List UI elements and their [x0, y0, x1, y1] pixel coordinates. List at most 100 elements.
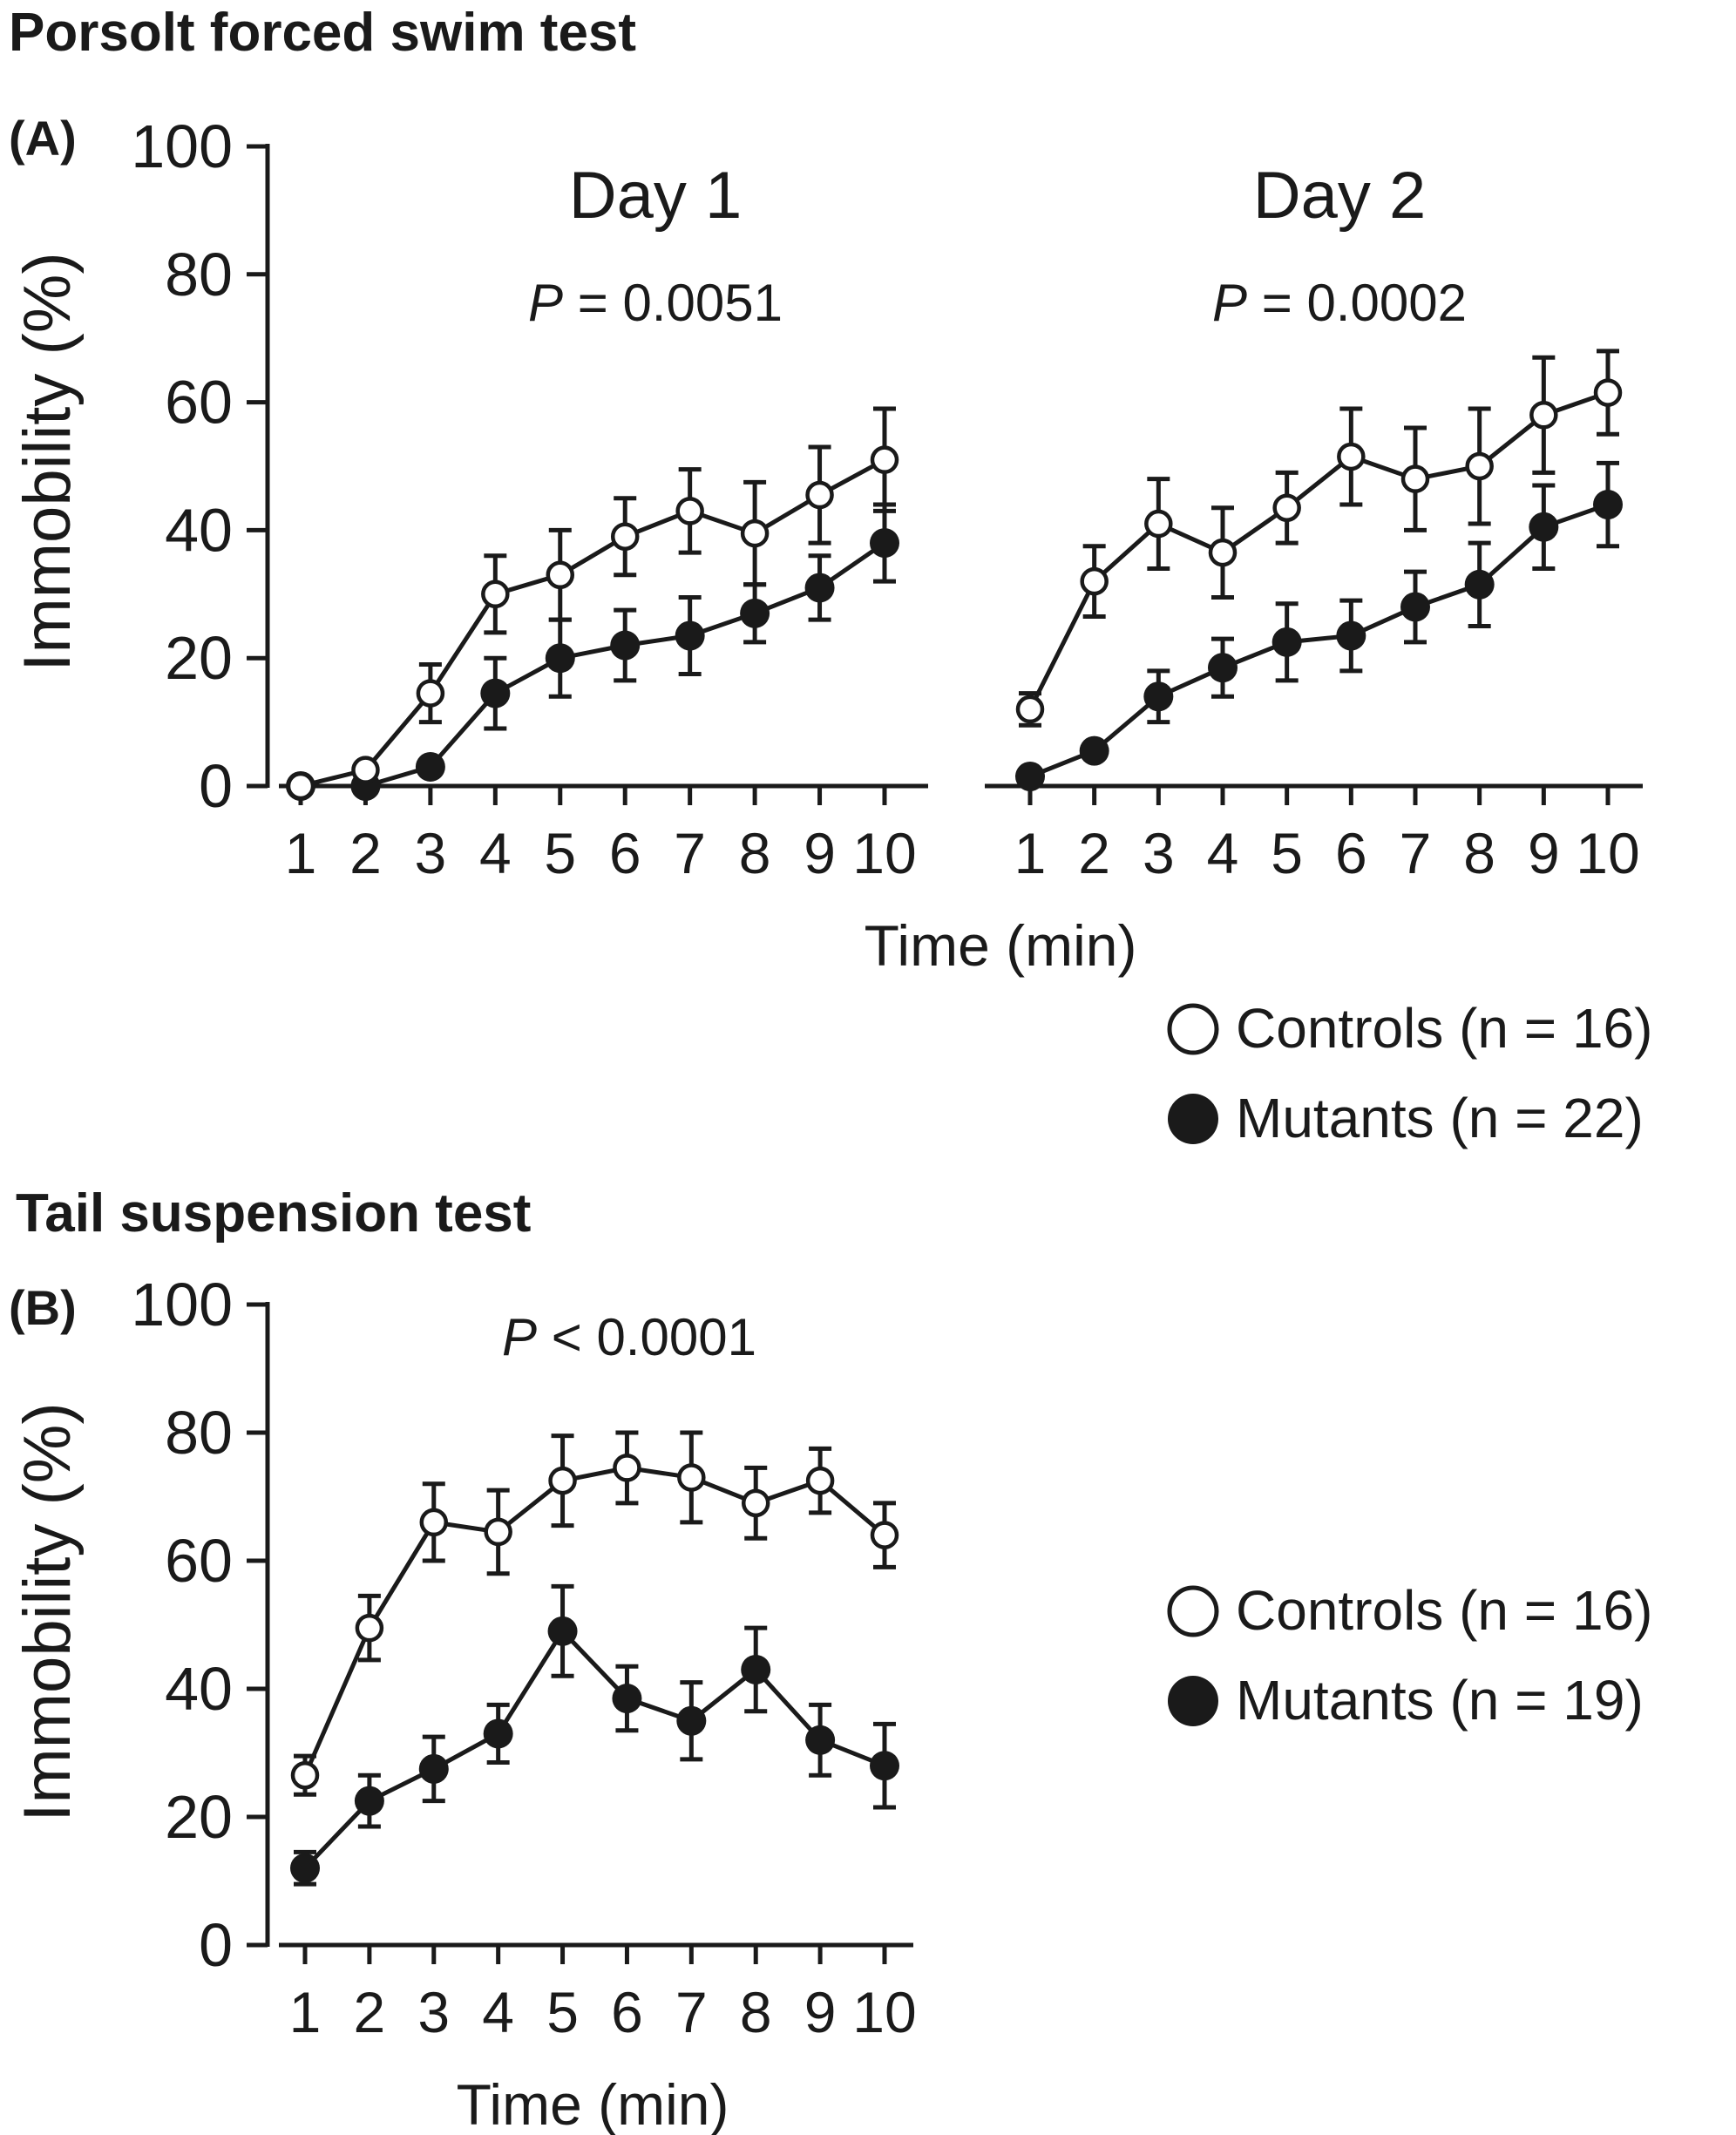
day1-controls-point	[610, 522, 640, 551]
tst-x-tick-label: 8	[740, 1980, 772, 2044]
tst-mutants-point	[741, 1654, 771, 1684]
day1-x-tick-label: 8	[739, 821, 771, 885]
panel-a-day2-chart: Day 2 P = 0.0002 1 2 3 4 5 6 7 8 9 10	[985, 159, 1643, 885]
tst-mutants-point	[676, 1705, 707, 1736]
legend-b-mutants-label: Mutants (n = 19)	[1236, 1669, 1644, 1732]
legend-a-controls-label: Controls (n = 16)	[1236, 997, 1652, 1060]
tst-controls-point	[484, 1517, 512, 1547]
panel-a-xlabel: Time (min)	[865, 913, 1137, 978]
tst-x-tick-label: 10	[852, 1980, 916, 2044]
day2-controls-line	[1027, 390, 1609, 711]
tst-y-tick-label: 60	[165, 1527, 233, 1595]
day2-mutants-point	[1464, 569, 1495, 600]
tst-controls-point	[290, 1760, 320, 1790]
day1-mutants-point	[870, 528, 899, 559]
day1-y-tick-label: 60	[165, 369, 233, 437]
day2-controls-point	[1400, 464, 1430, 493]
panel-b-ylabel: Immobility (%)	[10, 1402, 85, 1821]
tst-mutants-point	[418, 1753, 449, 1784]
day1-x-tick-label: 6	[609, 821, 641, 885]
day1-y-tick-label: 40	[165, 496, 233, 564]
day1-p-value: P = 0.0051	[528, 274, 783, 332]
day1-mutants-point	[740, 598, 770, 628]
day1-controls-point	[675, 497, 704, 525]
day2-mutants-point	[1208, 653, 1238, 683]
legend-b-mutants-marker	[1168, 1676, 1218, 1726]
day2-x-tick-label: 7	[1400, 821, 1432, 885]
day1-mutants-point	[415, 751, 445, 782]
day2-x-tick-label: 5	[1271, 821, 1303, 885]
day2-x-tick-label: 3	[1143, 821, 1175, 885]
tst-controls-line	[302, 1465, 886, 1777]
tst-controls-point	[870, 1521, 899, 1549]
day2-controls-point	[1272, 493, 1301, 522]
tst-y-tick-label: 20	[165, 1783, 233, 1851]
tst-controls-point	[741, 1488, 770, 1518]
tst-y-tick-label: 100	[131, 1271, 233, 1339]
day1-title: Day 1	[569, 159, 743, 233]
day2-controls-point	[1144, 509, 1173, 539]
tst-x-tick-label: 9	[804, 1980, 837, 2044]
day2-controls-point	[1337, 442, 1366, 471]
day2-x-tick-label: 1	[1014, 821, 1047, 885]
tst-controls-point	[548, 1466, 577, 1495]
legend-b-controls-label: Controls (n = 16)	[1236, 1579, 1652, 1642]
day2-controls-point	[1529, 401, 1558, 430]
day2-mutants-point	[1143, 681, 1174, 712]
legend-a-mutants-marker	[1168, 1094, 1218, 1144]
tst-y-tick-label: 80	[165, 1399, 233, 1467]
day2-controls-point	[1015, 695, 1045, 724]
tst-x-tick-label: 5	[546, 1980, 579, 2044]
day2-controls-point	[1465, 451, 1494, 481]
tst-mutants-point	[612, 1684, 642, 1714]
day1-y-tick-label: 80	[165, 241, 233, 308]
day1-mutants-point	[545, 643, 575, 674]
tst-x-tick-label: 6	[611, 1980, 643, 2044]
day1-controls-point	[286, 771, 315, 801]
day1-controls-line	[300, 458, 886, 789]
day1-y-tick-label: 100	[131, 112, 233, 180]
day2-x-tick-label: 6	[1335, 821, 1367, 885]
legend-a: Controls (n = 16) Mutants (n = 22)	[1167, 997, 1652, 1149]
day1-x-tick-label: 3	[415, 821, 447, 885]
tst-controls-point	[355, 1613, 384, 1643]
panel-b-xlabel: Time (min)	[457, 2072, 729, 2135]
day2-mutants-line	[1029, 502, 1609, 779]
day1-y-tick-label: 0	[199, 752, 233, 820]
tst-mutants-point	[483, 1718, 513, 1749]
day2-mutants-point	[1271, 627, 1302, 657]
day2-x-tick-label: 4	[1207, 821, 1239, 885]
day1-y-tick-label: 20	[165, 624, 233, 692]
tst-x-tick-label: 7	[675, 1980, 708, 2044]
day1-controls-point	[805, 480, 834, 510]
day1-mutants-line	[301, 541, 886, 789]
tst-mutants-point	[354, 1786, 384, 1816]
day1-controls-point	[740, 518, 770, 548]
legend-a-mutants-label: Mutants (n = 22)	[1236, 1087, 1644, 1149]
tst-controls-point	[419, 1508, 449, 1537]
tst-mutants-line	[303, 1627, 885, 1870]
day2-mutants-point	[1400, 592, 1430, 622]
day2-title: Day 2	[1253, 159, 1427, 233]
legend-b: Controls (n = 16) Mutants (n = 19)	[1167, 1579, 1652, 1732]
day2-x-tick-label: 8	[1463, 821, 1495, 885]
day1-mutants-point	[675, 620, 705, 651]
legend-a-controls-marker	[1167, 1003, 1219, 1055]
day1-x-tick-label: 1	[285, 821, 317, 885]
day2-controls-point	[1080, 566, 1109, 596]
day2-mutants-point	[1593, 490, 1623, 520]
tst-controls-point	[613, 1454, 641, 1482]
day1-controls-point	[481, 580, 510, 609]
tst-mutants-point	[547, 1616, 578, 1646]
tst-controls-point	[805, 1466, 835, 1495]
tst-x-tick-label: 3	[417, 1980, 450, 2044]
tst-mutants-point	[805, 1725, 836, 1755]
day1-x-tick-label: 7	[674, 821, 706, 885]
day1-controls-point	[546, 560, 575, 590]
day2-controls-point	[1208, 538, 1238, 567]
section-a-title: Porsolt forced swim test	[9, 3, 636, 63]
day1-x-tick-label: 5	[544, 821, 576, 885]
day1-mutants-point	[804, 573, 835, 603]
day1-x-tick-label: 10	[852, 821, 916, 885]
